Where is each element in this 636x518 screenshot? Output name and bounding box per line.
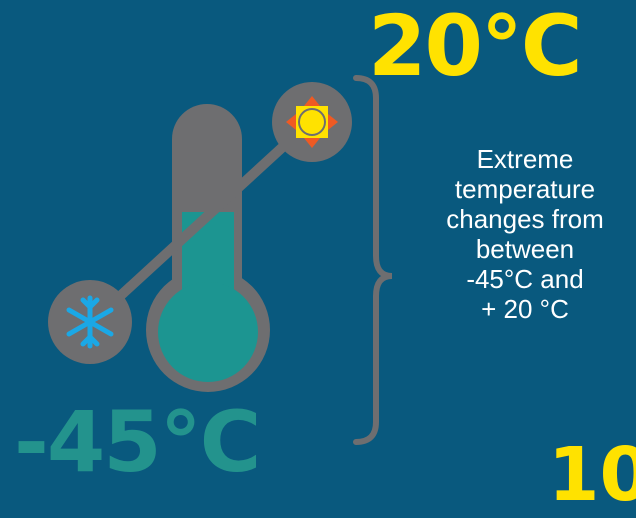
sun-icon [272,82,352,162]
description-line: -45°C and [466,264,584,294]
description-line: between [475,234,575,264]
partial-number-label: 10 [548,432,636,518]
temperature-range-description: Extreme temperature changes from between… [410,144,636,324]
range-brace [353,75,393,445]
snowflake-icon [48,280,132,364]
cold-temperature-label: -45°C [14,393,261,491]
description-line: Extreme [476,144,574,174]
thermometer-illustration [48,75,393,445]
connector-line [89,117,315,325]
description-line: + 20 °C [481,294,569,324]
description-line: temperature [454,174,596,204]
hot-temperature-label: 20°C [368,0,583,95]
thermometer-icon [146,104,270,392]
description-line: changes from [446,204,604,234]
